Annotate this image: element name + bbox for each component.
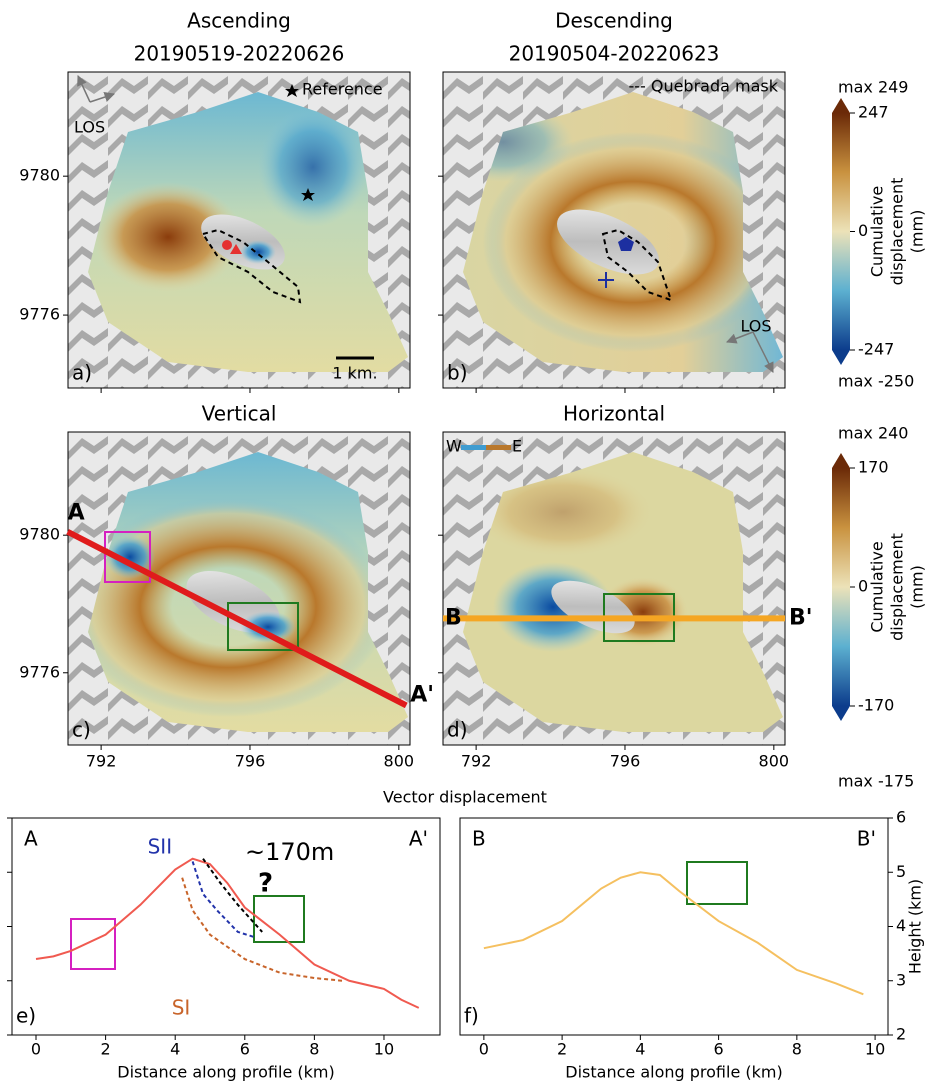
los-label: LOS (740, 317, 771, 336)
legend-text: Reference (302, 80, 383, 99)
map-panel (67, 431, 411, 746)
slip-surface (191, 861, 256, 939)
profile-start: A (24, 827, 38, 851)
y-tick-label: 6 (896, 808, 906, 827)
profile-frame (459, 817, 889, 1036)
x-tick-label: 0 (31, 1040, 41, 1059)
colorbar-frame (832, 98, 850, 721)
x-tick-label: 792 (461, 752, 492, 771)
legend-text: --- Quebrada mask (628, 77, 778, 96)
section-end: B' (789, 605, 813, 630)
map-panel (442, 71, 786, 389)
annotation: ? (258, 869, 273, 899)
colorbar-tick-label: -170 (858, 696, 894, 715)
colorbar-note: max -175 (838, 772, 914, 791)
x-axis-label: Distance along profile (km) (565, 1063, 782, 1082)
panel-label: d) (447, 718, 468, 742)
y-tick-label: 9776 (19, 305, 60, 324)
los-label: LOS (74, 118, 105, 137)
colorbar-tick-label: 0 (858, 221, 868, 240)
x-axis-label: Distance along profile (km) (117, 1063, 334, 1082)
legend-text: W (446, 437, 462, 456)
profile-start: B (472, 827, 486, 851)
panel-label: c) (72, 718, 91, 742)
y-tick-label: 4 (896, 916, 906, 935)
x-tick-label: 6 (714, 1040, 724, 1059)
x-tick-label: 800 (384, 752, 415, 771)
section-start: B (445, 605, 462, 630)
y-tick-label: 3 (896, 970, 906, 989)
x-tick-label: 8 (309, 1040, 319, 1059)
surface-label: SI (172, 995, 191, 1019)
colorbar-tick-label: -247 (858, 340, 894, 359)
y-tick-label: 9776 (19, 662, 60, 681)
x-tick-label: 4 (170, 1040, 180, 1059)
colorbar-label: displacement (888, 178, 907, 286)
x-tick-label: 4 (635, 1040, 645, 1059)
profile-frame (11, 817, 441, 1036)
profile-end: B' (857, 827, 876, 851)
legend-text: E (512, 437, 522, 456)
zoom-box (253, 895, 305, 943)
panel-title: Horizontal (563, 402, 665, 426)
zoom-box (686, 861, 748, 905)
x-tick-label: 8 (792, 1040, 802, 1059)
x-tick-label: 796 (235, 752, 266, 771)
map-panel (442, 431, 786, 746)
panel-label: f) (464, 1004, 479, 1028)
zoom-box (70, 918, 116, 970)
panel-subtitle: 20190519-20220626 (134, 42, 345, 66)
colorbar-label: (mm) (908, 565, 927, 609)
colorbar-tick-label: 170 (858, 458, 889, 477)
annotation: ~170m (245, 838, 334, 866)
y-tick-label: 9780 (19, 166, 60, 185)
panel-label: b) (447, 361, 468, 385)
surface-label: SII (148, 835, 173, 859)
colorbar-label: Cumulative (868, 186, 887, 277)
x-tick-label: 796 (610, 752, 641, 771)
y-tick-label: 9780 (19, 525, 60, 544)
panel-title: Ascending (187, 9, 291, 33)
x-tick-label: 2 (101, 1040, 111, 1059)
x-tick-label: 792 (86, 752, 117, 771)
slip-surface (202, 858, 263, 933)
colorbar-tick-label: 247 (858, 103, 889, 122)
section-line (66, 529, 408, 709)
x-tick-label: 2 (557, 1040, 567, 1059)
x-tick-label: 10 (374, 1040, 394, 1059)
panel-label: a) (72, 361, 92, 385)
topography-line (35, 857, 420, 1009)
y-axis-label: Height (km) (906, 879, 925, 974)
y-tick-label: 2 (896, 1025, 906, 1044)
colorbar-note: max 249 (838, 78, 908, 97)
panel-title: Descending (555, 9, 673, 33)
x-tick-label: 6 (240, 1040, 250, 1059)
section-start: A (68, 501, 85, 526)
topography-line (483, 871, 864, 996)
map-panel (67, 71, 411, 389)
y-tick-label: 5 (896, 862, 906, 881)
colorbar-note: max 240 (838, 424, 908, 443)
x-tick-label: 800 (759, 752, 790, 771)
section-end: A' (410, 682, 434, 707)
colorbar-label: (mm) (908, 210, 927, 254)
colorbar-tick-label: 0 (858, 577, 868, 596)
panel-subtitle: 20190504-20220623 (509, 42, 720, 66)
slip-surface (181, 877, 343, 982)
colorbar-label: displacement (888, 533, 907, 641)
x-tick-label: 10 (865, 1040, 885, 1059)
panel-label: e) (16, 1004, 36, 1028)
colorbar-label: Cumulative (868, 541, 887, 632)
panel-title: Vertical (202, 402, 277, 426)
x-tick-label: 0 (479, 1040, 489, 1059)
colorbar-note: max -250 (838, 372, 914, 391)
profile-end: A' (409, 827, 428, 851)
scale-label: 1 km. (332, 364, 377, 383)
figure-subtitle: Vector displacement (383, 788, 547, 807)
